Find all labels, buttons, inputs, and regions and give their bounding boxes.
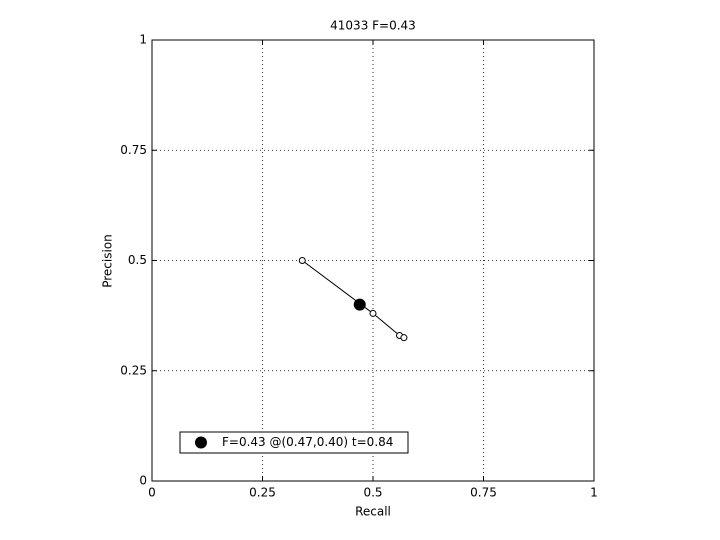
x-tick-label: 0	[148, 486, 156, 500]
legend-marker	[195, 436, 207, 449]
legend-label: F=0.43 @(0.47,0.40) t=0.84	[222, 435, 393, 449]
x-axis-label: Recall	[355, 505, 391, 519]
x-tick-label: 0.5	[363, 486, 382, 500]
plot-frame	[151, 39, 595, 482]
y-tick-label: 0	[139, 474, 147, 488]
y-axis-label: Precision	[101, 234, 115, 288]
y-tick-label: 0.75	[120, 143, 147, 157]
point	[400, 334, 408, 342]
y-tick-label: 0.25	[120, 363, 147, 377]
y-tick-label: 0.5	[128, 253, 147, 267]
x-tick-label: 0.25	[249, 486, 276, 500]
point	[369, 309, 377, 317]
point	[353, 298, 366, 311]
legend-box	[179, 431, 409, 454]
chart-title: 41033 F=0.43	[330, 19, 416, 33]
x-tick-label: 0.75	[470, 486, 497, 500]
x-tick-label: 1	[590, 486, 598, 500]
y-tick-label: 1	[139, 33, 147, 47]
point	[298, 257, 306, 264]
